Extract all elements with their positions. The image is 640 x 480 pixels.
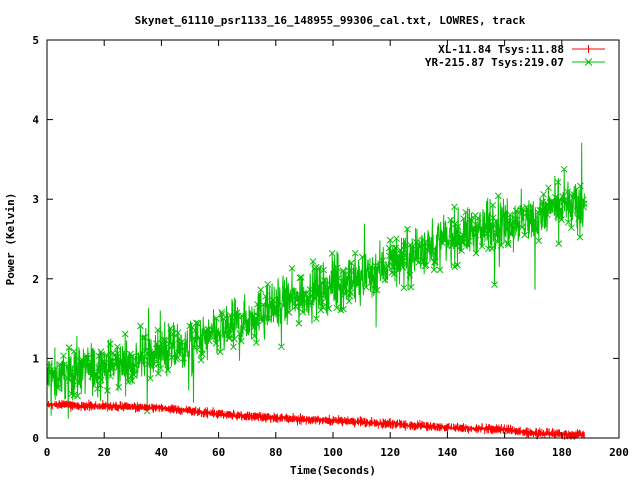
x-tick-label: 160 bbox=[495, 446, 515, 459]
y-tick-label: 2 bbox=[32, 273, 39, 286]
y-tick-label: 3 bbox=[32, 193, 39, 206]
plot-area bbox=[46, 142, 588, 441]
x-tick-label: 0 bbox=[44, 446, 51, 459]
legend-label-yr: YR-215.87 Tsys:219.07 bbox=[425, 56, 564, 69]
y-axis-label: Power (Kelvin) bbox=[4, 193, 17, 286]
y-tick-label: 1 bbox=[32, 352, 39, 365]
legend: XL-11.84 Tsys:11.88 YR-215.87 Tsys:219.0… bbox=[425, 43, 605, 69]
x-tick-label: 20 bbox=[98, 446, 111, 459]
axis-ticks: 0 20 40 60 80 100 120 140 160 180 200 0 1 2 3 4 5 bbox=[32, 34, 629, 459]
legend-x-marker bbox=[584, 58, 593, 66]
series-line bbox=[46, 142, 585, 419]
x-tick-label: 180 bbox=[552, 446, 572, 459]
legend-label-xl: XL-11.84 Tsys:11.88 bbox=[438, 43, 564, 56]
series-markers bbox=[46, 165, 588, 415]
y-tick-label: 5 bbox=[32, 34, 39, 47]
series-markers bbox=[48, 399, 585, 441]
series-yr bbox=[46, 142, 588, 419]
x-tick-label: 200 bbox=[609, 446, 629, 459]
series-xl bbox=[46, 399, 585, 441]
x-tick-label: 140 bbox=[437, 446, 457, 459]
x-axis-label: Time(Seconds) bbox=[290, 464, 376, 477]
y-tick-label: 4 bbox=[32, 114, 39, 127]
y-tick-label: 0 bbox=[32, 432, 39, 445]
x-tick-label: 80 bbox=[269, 446, 282, 459]
x-tick-label: 40 bbox=[155, 446, 168, 459]
chart-title: Skynet_61110_psr1133_16_148955_99306_cal… bbox=[135, 14, 526, 27]
x-tick-label: 60 bbox=[212, 446, 225, 459]
legend-plus-marker bbox=[584, 45, 593, 53]
x-tick-label: 120 bbox=[380, 446, 400, 459]
x-tick-label: 100 bbox=[323, 446, 343, 459]
